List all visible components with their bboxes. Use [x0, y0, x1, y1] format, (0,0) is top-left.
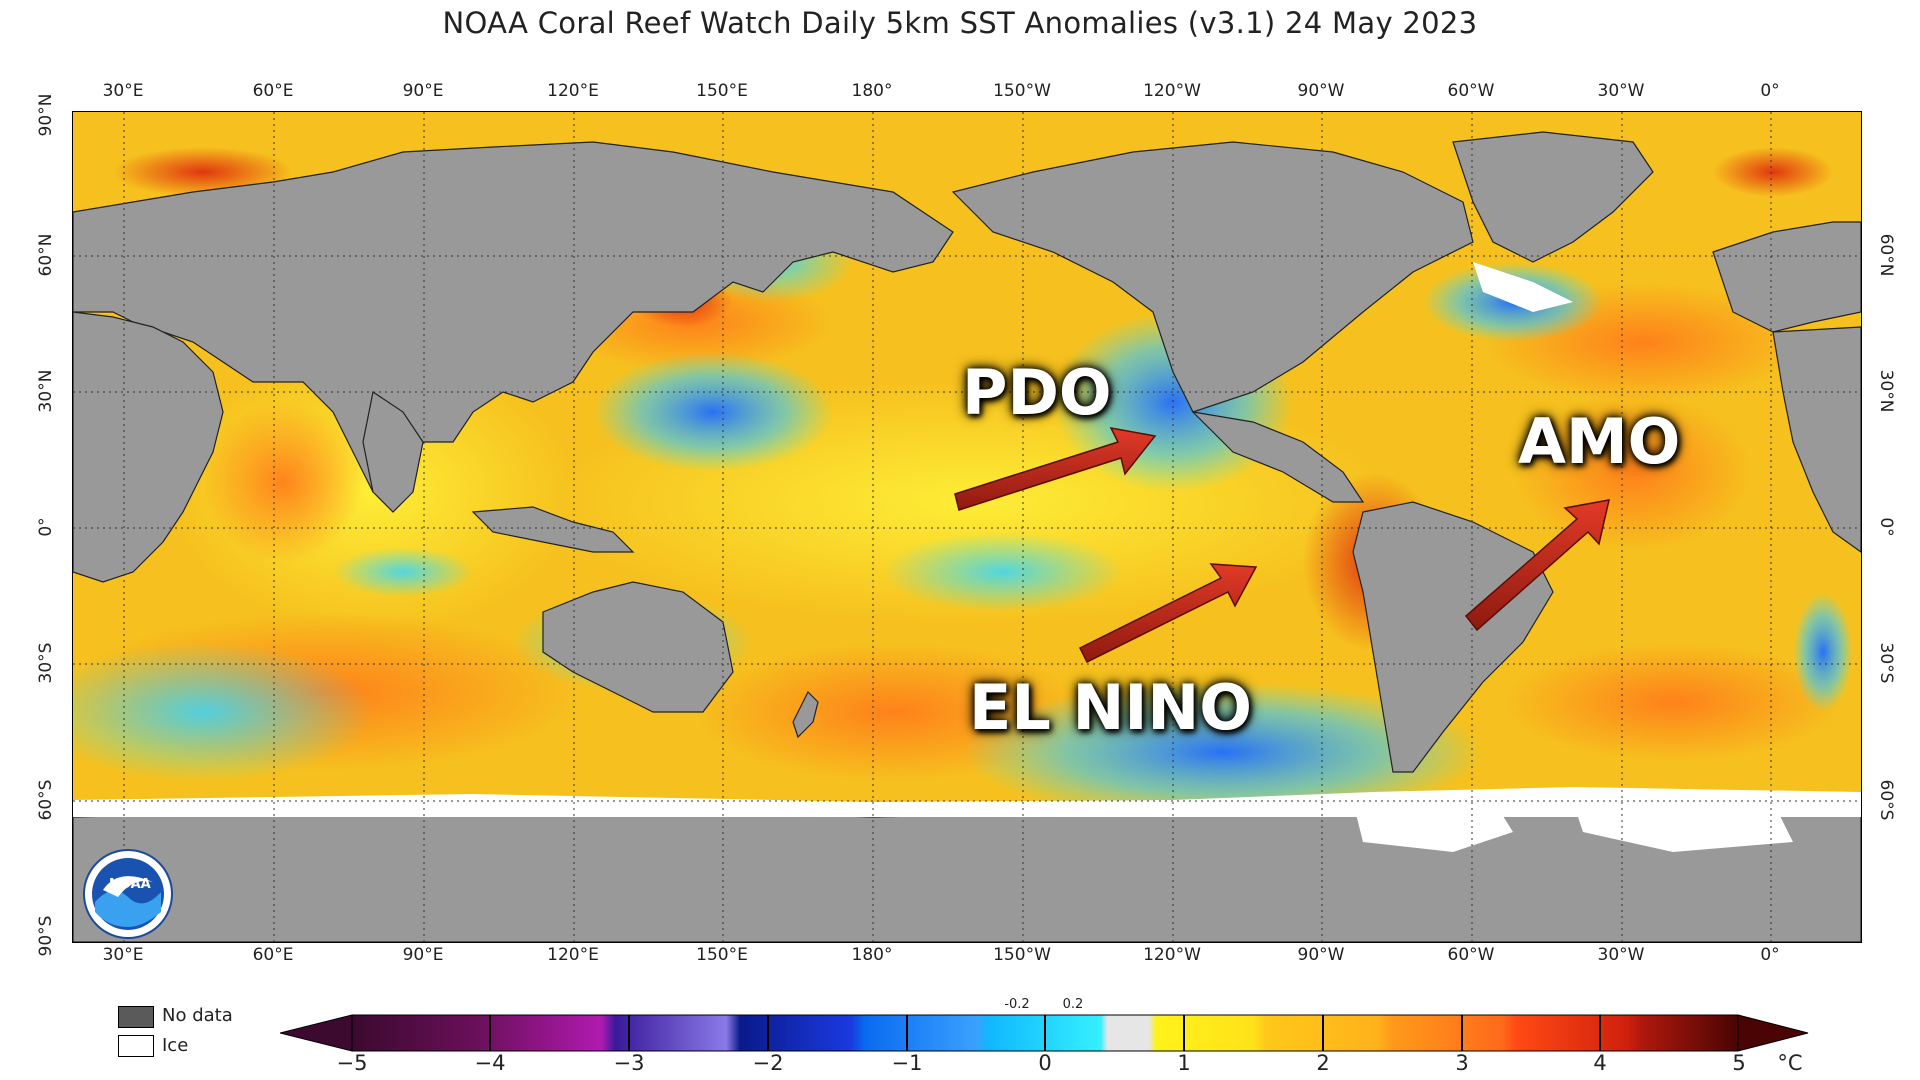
land-greenland	[1452, 131, 1654, 263]
lon-label: 150°E	[696, 945, 748, 965]
colorbar-tick: 0	[1038, 1051, 1052, 1075]
lon-label: 30°E	[102, 945, 144, 965]
lon-label: 120°E	[547, 945, 599, 965]
lon-label: 90°E	[402, 81, 444, 101]
lon-label: 90°E	[402, 945, 444, 965]
lat-label: 90°S	[36, 915, 56, 957]
lon-label: 90°W	[1297, 81, 1345, 101]
lon-label: 30°W	[1597, 945, 1645, 965]
land-india	[362, 391, 424, 513]
lon-label: 180°	[851, 81, 893, 101]
colorbar-min-extend	[280, 1014, 353, 1052]
land-europe	[1712, 221, 1861, 333]
colorbar-tick: 4	[1593, 1051, 1607, 1075]
el-nino-label: EL NINO	[969, 671, 1252, 744]
lon-label: 150°W	[993, 81, 1051, 101]
lon-label: 150°W	[993, 945, 1051, 965]
lon-label: 0°	[1760, 81, 1780, 101]
lon-label: 60°W	[1447, 945, 1495, 965]
colorbar-tick: −1	[891, 1051, 923, 1075]
lon-label: 150°E	[696, 81, 748, 101]
land-eurasia	[73, 141, 954, 494]
callout-arrows	[954, 426, 1610, 664]
pdo-arrow	[954, 426, 1157, 511]
lon-label: 60°E	[252, 81, 294, 101]
ice-label: Ice	[162, 1035, 189, 1056]
no-data-swatch	[118, 1006, 154, 1028]
lon-label: 180°	[851, 945, 893, 965]
colorbar-small-tick: 0.2	[1062, 997, 1084, 1012]
land-north-america	[951, 141, 1474, 413]
colorbar-dividers	[489, 1015, 1601, 1051]
ice-areas	[73, 262, 1861, 852]
colorbar-unit: °C	[1777, 1051, 1803, 1075]
lon-label: 120°W	[1143, 81, 1201, 101]
map-title: NOAA Coral Reef Watch Daily 5km SST Anom…	[442, 6, 1478, 40]
land-australia	[542, 581, 734, 713]
colorbar-tick: 1	[1177, 1051, 1191, 1075]
noaa-logo	[83, 849, 173, 939]
lon-label: 30°W	[1597, 81, 1645, 101]
lat-label: 60°S	[36, 779, 56, 821]
sst-anomaly-map	[72, 111, 1862, 943]
map-canvas	[73, 112, 1861, 942]
colorbar-tick: −4	[474, 1051, 506, 1075]
lon-label: 30°E	[102, 81, 144, 101]
land-new-zealand	[792, 690, 819, 739]
lat-label: 60°N	[1876, 233, 1896, 277]
lon-label: 0°	[1760, 945, 1780, 965]
lat-label: 60°N	[36, 233, 56, 277]
colorbar-small-tick: -0.2	[1004, 997, 1030, 1012]
land-africa	[73, 311, 224, 583]
colorbar-tick: −2	[752, 1051, 784, 1075]
colorbar-tick: 3	[1455, 1051, 1469, 1075]
colorbar-tick: 5	[1732, 1051, 1746, 1075]
lat-label: 30°S	[36, 642, 56, 684]
ice-swatch	[118, 1035, 154, 1057]
lat-label: 60°S	[1876, 779, 1896, 821]
colorbar-tick: −5	[336, 1051, 368, 1075]
lon-label: 120°W	[1143, 945, 1201, 965]
pdo-label: PDO	[962, 356, 1112, 429]
lat-label: 90°N	[36, 93, 56, 137]
el-nino-arrow	[1078, 563, 1258, 664]
graticule	[73, 112, 1861, 942]
lat-label: 0°	[36, 517, 56, 537]
lon-label: 120°E	[547, 81, 599, 101]
colorbar-tick: 2	[1316, 1051, 1330, 1075]
colorbar-tick: −3	[613, 1051, 645, 1075]
land-indonesia	[471, 506, 635, 553]
noaa-logo-text: NOAA	[109, 877, 151, 892]
no-data-label: No data	[162, 1005, 233, 1026]
lat-label: 30°S	[1876, 642, 1896, 684]
colorbar-max-extend	[1737, 1014, 1809, 1052]
lat-label: 30°N	[1876, 369, 1896, 413]
amo-label: AMO	[1518, 405, 1681, 478]
lat-label: 30°N	[36, 369, 56, 413]
lon-label: 60°W	[1447, 81, 1495, 101]
land-central-america	[1191, 411, 1365, 503]
colorbar	[280, 1014, 1809, 1052]
lon-label: 90°W	[1297, 945, 1345, 965]
lat-label: 0°	[1876, 517, 1896, 537]
land-africa-east-wrap	[1772, 326, 1861, 553]
amo-arrow	[1464, 499, 1610, 632]
lon-label: 60°E	[252, 945, 294, 965]
land-south-america	[1352, 501, 1554, 773]
